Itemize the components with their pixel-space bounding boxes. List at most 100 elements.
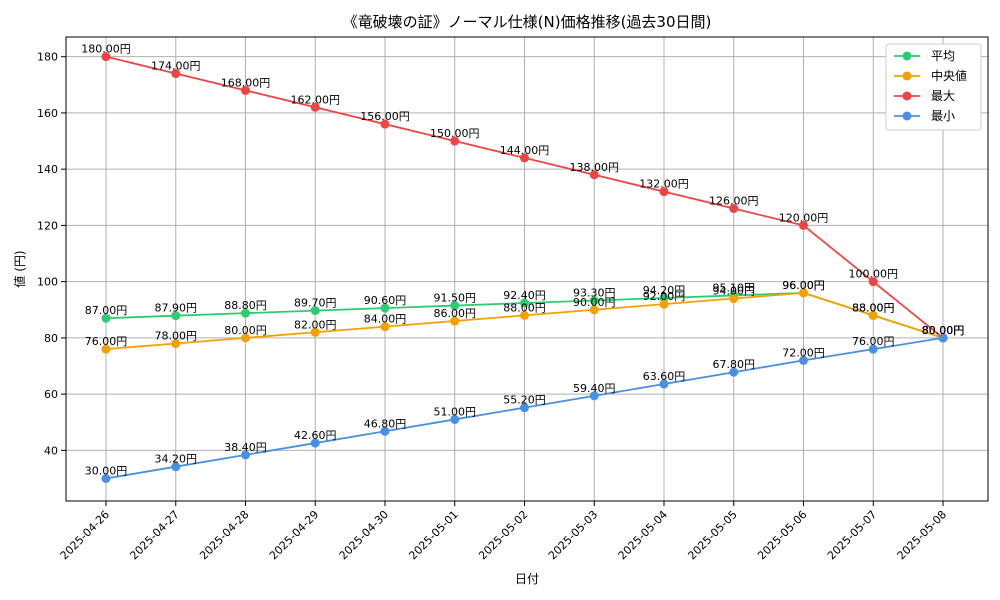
data-point xyxy=(799,288,808,298)
data-label: 88.00円 xyxy=(852,301,895,314)
data-point xyxy=(868,277,878,287)
y-axis-label: 値 (円) xyxy=(12,250,27,287)
data-label: 90.60円 xyxy=(364,294,407,307)
x-tick-label: 2025-04-26 xyxy=(58,508,112,562)
data-label: 84.00円 xyxy=(364,313,407,326)
plot-frame xyxy=(65,36,989,502)
data-label: 95.10円 xyxy=(713,281,756,294)
data-label: 46.80円 xyxy=(364,417,407,430)
legend-label: 平均 xyxy=(931,49,955,63)
data-label: 150.00円 xyxy=(430,127,480,140)
data-point xyxy=(938,333,948,343)
x-tick-label: 2025-05-03 xyxy=(546,508,600,562)
data-point xyxy=(589,305,599,315)
legend-label: 最大 xyxy=(931,89,955,103)
y-axis-ticks: 40 60 80 100 120 140 160 180 xyxy=(37,51,66,457)
data-label: 174.00円 xyxy=(151,60,201,73)
y-tick-label: 180 xyxy=(37,51,58,64)
series-layer xyxy=(101,52,948,484)
x-tick-label: 2025-04-29 xyxy=(267,508,321,562)
data-point xyxy=(659,299,669,309)
data-point xyxy=(868,344,878,354)
legend-marker xyxy=(902,71,912,81)
data-point xyxy=(520,310,529,320)
x-tick-label: 2025-04-30 xyxy=(337,508,391,562)
chart-title: 《竜破壊の証》ノーマル仕様(N)価格推移(過去30日間) xyxy=(343,13,712,31)
data-label: 92.00円 xyxy=(643,290,686,303)
data-label: 89.70円 xyxy=(294,297,337,310)
data-label: 63.60円 xyxy=(643,370,686,383)
data-point xyxy=(520,153,529,163)
data-point xyxy=(310,438,320,448)
x-tick-label: 2025-05-04 xyxy=(616,508,670,562)
data-point xyxy=(799,220,808,230)
data-label: 76.00円 xyxy=(85,335,128,348)
data-label: 100.00円 xyxy=(849,268,899,281)
data-label: 168.00円 xyxy=(221,76,271,89)
data-label: 51.00円 xyxy=(434,405,477,418)
data-point xyxy=(799,355,808,365)
data-label: 90.00円 xyxy=(573,296,616,309)
legend-entry: 中央値 xyxy=(894,68,967,83)
y-tick-label: 160 xyxy=(37,107,58,120)
x-tick-label: 2025-05-08 xyxy=(895,508,949,562)
x-tick-label: 2025-05-02 xyxy=(476,508,530,562)
data-point xyxy=(310,327,320,337)
data-labels-layer: 87.00円 87.90円 88.80円 89.70円 90.60円 91.50円 92.4… xyxy=(81,43,964,478)
data-label: 76.00円 xyxy=(852,335,895,348)
data-label: 120.00円 xyxy=(779,211,829,224)
data-point xyxy=(310,306,320,316)
data-point xyxy=(171,69,181,79)
data-point xyxy=(868,310,878,320)
data-label: 88.80円 xyxy=(224,299,267,312)
data-point xyxy=(101,52,111,62)
y-tick-label: 60 xyxy=(44,388,58,401)
data-label: 30.00円 xyxy=(85,465,128,478)
data-point xyxy=(380,119,390,129)
legend-entry: 最小 xyxy=(894,109,955,123)
data-point xyxy=(659,379,669,389)
data-label: 91.50円 xyxy=(434,292,477,305)
data-point xyxy=(450,136,460,146)
data-point xyxy=(450,414,460,424)
data-label: 80.00円 xyxy=(922,324,965,337)
y-tick-label: 140 xyxy=(37,163,58,176)
x-tick-label: 2025-05-06 xyxy=(755,508,809,562)
data-point xyxy=(380,322,390,332)
x-tick-label: 2025-05-05 xyxy=(685,508,739,562)
x-tick-label: 2025-04-28 xyxy=(197,508,251,562)
data-label: 86.00円 xyxy=(434,307,477,320)
data-point xyxy=(101,474,111,484)
data-label: 67.80円 xyxy=(713,358,756,371)
legend-marker xyxy=(902,111,912,121)
data-label: 80.00円 xyxy=(922,324,965,337)
data-point xyxy=(589,295,599,305)
legend-box xyxy=(885,43,982,131)
data-label: 80.00円 xyxy=(922,324,965,337)
y-tick-label: 80 xyxy=(44,332,58,345)
data-label: 138.00円 xyxy=(570,161,620,174)
x-tick-label: 2025-05-01 xyxy=(406,508,460,562)
y-tick-label: 120 xyxy=(37,219,58,232)
legend-label: 中央値 xyxy=(931,68,967,83)
data-point xyxy=(171,311,181,321)
y-tick-label: 40 xyxy=(44,444,58,457)
data-point xyxy=(589,391,599,401)
data-point xyxy=(380,426,390,436)
data-label: 144.00円 xyxy=(500,144,550,157)
data-point xyxy=(589,170,599,180)
data-label: 96.00円 xyxy=(782,279,825,292)
legend-label: 最小 xyxy=(931,109,955,123)
data-point xyxy=(729,367,739,377)
data-point xyxy=(380,303,390,313)
data-label: 80.00円 xyxy=(224,324,267,337)
data-point xyxy=(171,339,181,349)
x-tick-label: 2025-04-27 xyxy=(127,508,181,562)
data-label: 156.00円 xyxy=(360,110,410,123)
data-label: 126.00円 xyxy=(709,195,759,208)
data-label: 92.40円 xyxy=(503,289,546,302)
data-point xyxy=(101,313,111,323)
data-label: 72.00円 xyxy=(782,346,825,359)
data-point xyxy=(659,293,669,303)
data-label: 80.00円 xyxy=(922,324,965,337)
